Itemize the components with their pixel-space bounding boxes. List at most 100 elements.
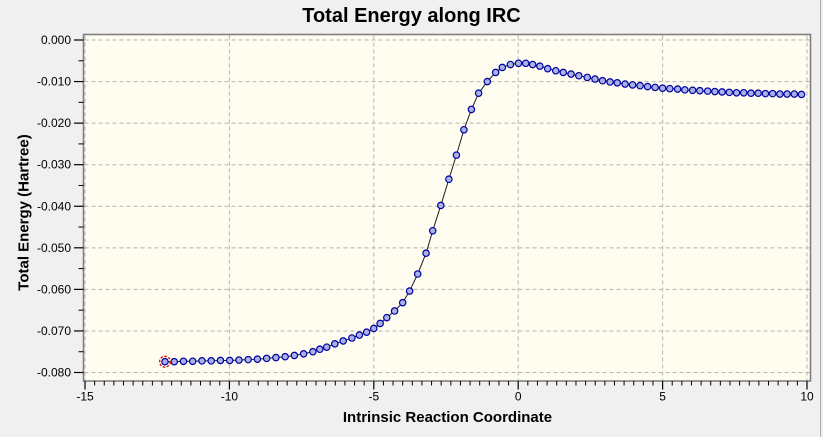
data-point[interactable] xyxy=(776,90,784,98)
data-point[interactable] xyxy=(591,75,599,83)
data-point[interactable] xyxy=(506,60,515,69)
x-tick-label: 5 xyxy=(659,390,666,404)
data-point[interactable] xyxy=(528,60,537,69)
data-point[interactable] xyxy=(198,357,206,365)
data-point[interactable] xyxy=(636,81,644,90)
data-point[interactable] xyxy=(216,356,225,365)
data-point[interactable] xyxy=(405,287,414,295)
data-point[interactable] xyxy=(536,62,544,70)
data-point[interactable] xyxy=(179,357,188,366)
data-point[interactable] xyxy=(315,345,324,354)
data-point[interactable] xyxy=(732,88,741,97)
y-tick-label: -0.030 xyxy=(37,158,71,172)
data-point[interactable] xyxy=(445,175,453,184)
data-point[interactable] xyxy=(696,86,704,95)
data-point[interactable] xyxy=(362,328,371,336)
data-point[interactable] xyxy=(514,59,523,68)
data-point[interactable] xyxy=(783,90,791,98)
x-tick-label: -15 xyxy=(76,390,94,404)
data-point[interactable] xyxy=(768,89,777,98)
data-point[interactable] xyxy=(413,270,422,278)
data-point[interactable] xyxy=(253,355,262,364)
data-point[interactable] xyxy=(491,68,500,77)
y-tick-label: -0.060 xyxy=(37,282,71,296)
data-point[interactable] xyxy=(651,83,659,92)
data-point[interactable] xyxy=(673,85,682,93)
data-point[interactable] xyxy=(207,357,216,365)
data-point[interactable] xyxy=(309,347,317,356)
data-point[interactable] xyxy=(575,71,583,80)
data-point[interactable] xyxy=(606,78,614,86)
irc-curve xyxy=(164,62,802,363)
data-point[interactable] xyxy=(725,88,734,97)
data-point[interactable] xyxy=(718,88,726,96)
x-tick-label: 0 xyxy=(515,390,522,404)
data-point[interactable] xyxy=(262,354,271,363)
data-point[interactable] xyxy=(613,79,622,87)
data-point[interactable] xyxy=(559,68,568,77)
data-point[interactable] xyxy=(355,331,364,339)
data-point[interactable] xyxy=(161,357,169,366)
data-point[interactable] xyxy=(628,81,637,89)
data-point[interactable] xyxy=(797,90,806,99)
data-point[interactable] xyxy=(658,84,667,93)
data-point[interactable] xyxy=(467,105,476,114)
data-point[interactable] xyxy=(244,355,252,364)
x-tick-label: -5 xyxy=(368,390,379,404)
data-point[interactable] xyxy=(281,352,289,361)
data-point[interactable] xyxy=(437,201,445,210)
data-point[interactable] xyxy=(681,86,689,94)
x-tick-label: 10 xyxy=(800,390,814,404)
data-point[interactable] xyxy=(474,89,483,98)
data-point[interactable] xyxy=(369,324,378,333)
x-axis-label: Intrinsic Reaction Coordinate xyxy=(342,409,553,426)
data-point[interactable] xyxy=(521,59,530,68)
data-point[interactable] xyxy=(428,226,437,235)
plot-area[interactable] xyxy=(82,33,812,382)
data-point[interactable] xyxy=(376,319,384,328)
data-point[interactable] xyxy=(322,343,331,351)
y-tick-label: -0.080 xyxy=(37,366,71,380)
data-point[interactable] xyxy=(567,70,575,78)
data-point[interactable] xyxy=(382,313,391,322)
data-point[interactable] xyxy=(711,87,719,96)
y-axis-label: Total Energy (Hartree) xyxy=(15,134,33,291)
data-point[interactable] xyxy=(739,88,748,97)
data-point[interactable] xyxy=(299,349,308,358)
data-point[interactable] xyxy=(703,87,712,95)
data-point[interactable] xyxy=(790,90,799,98)
data-point[interactable] xyxy=(452,151,461,159)
data-point[interactable] xyxy=(483,77,492,86)
data-point[interactable] xyxy=(235,356,243,364)
data-point[interactable] xyxy=(422,249,430,258)
data-point[interactable] xyxy=(583,73,592,82)
chart-title: Total Energy along IRC xyxy=(302,5,521,27)
data-point[interactable] xyxy=(747,89,755,98)
data-point[interactable] xyxy=(398,298,407,307)
data-point[interactable] xyxy=(643,82,652,91)
data-point[interactable] xyxy=(621,80,629,88)
selected-point-marker xyxy=(158,355,172,368)
data-point[interactable] xyxy=(598,76,607,85)
y-tick-label: -0.040 xyxy=(37,199,71,213)
data-point[interactable] xyxy=(348,334,356,342)
panel-right-edge xyxy=(820,0,821,437)
data-point[interactable] xyxy=(543,64,552,73)
y-tick-label: -0.070 xyxy=(37,324,71,338)
data-point[interactable] xyxy=(754,89,762,98)
data-point[interactable] xyxy=(761,89,770,98)
data-point[interactable] xyxy=(666,84,674,93)
data-point[interactable] xyxy=(272,353,280,362)
data-point[interactable] xyxy=(225,356,234,365)
data-point[interactable] xyxy=(290,351,299,360)
data-point[interactable] xyxy=(331,340,339,348)
data-point[interactable] xyxy=(170,357,179,366)
data-point[interactable] xyxy=(188,357,197,366)
data-point[interactable] xyxy=(498,63,507,72)
data-point[interactable] xyxy=(688,86,697,95)
data-point[interactable] xyxy=(460,125,468,134)
data-point[interactable] xyxy=(339,337,347,345)
data-point[interactable] xyxy=(390,307,399,315)
data-point[interactable] xyxy=(551,66,560,75)
